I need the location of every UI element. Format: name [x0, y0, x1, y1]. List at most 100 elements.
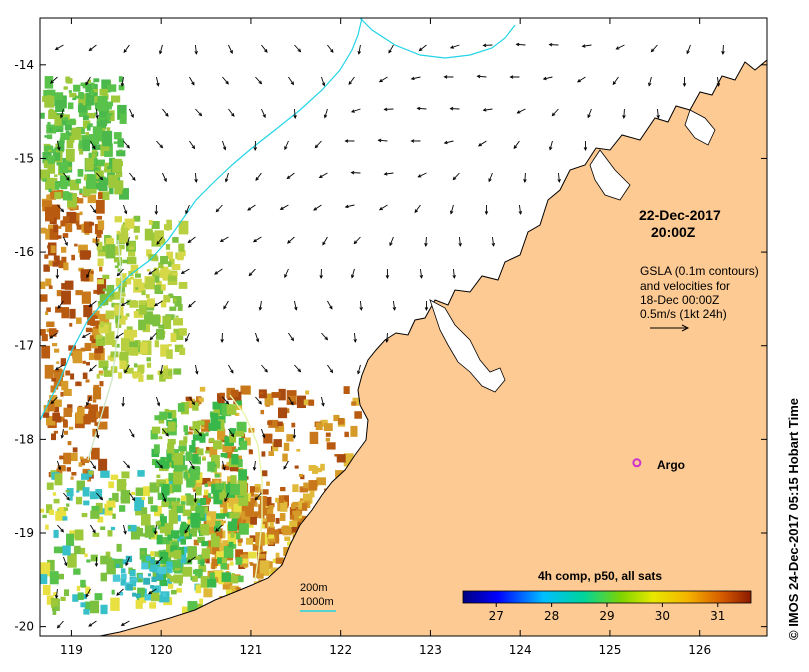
velocity-arrow-head — [622, 115, 626, 119]
sst-pixel — [273, 439, 282, 448]
sst-pixel — [42, 412, 50, 418]
velocity-arrow-head — [230, 433, 235, 438]
sst-pixel — [54, 174, 58, 178]
sst-pixel — [173, 574, 184, 584]
sst-pixel — [87, 194, 96, 204]
velocity-arrow — [324, 108, 328, 118]
sst-pixel — [138, 597, 147, 604]
sst-pixel — [169, 258, 175, 266]
sst-pixel — [76, 198, 84, 204]
sst-pixel — [195, 584, 202, 594]
sst-pixel — [99, 293, 109, 306]
sst-pixel — [143, 311, 153, 325]
velocity-arrow-head — [123, 49, 127, 54]
sst-pixel — [137, 364, 145, 373]
sst-pixel — [53, 606, 59, 610]
sst-pixel — [244, 437, 251, 446]
velocity-arrow-head — [85, 81, 89, 86]
sst-pixel — [206, 511, 217, 527]
sst-pixel — [159, 513, 165, 518]
sst-pixel — [50, 433, 57, 441]
sst-pixel — [110, 474, 119, 480]
velocity-arrow — [616, 44, 625, 50]
sst-pixel — [199, 598, 204, 605]
sst-pixel — [160, 301, 167, 308]
sst-pixel — [82, 360, 86, 364]
sst-pixel — [151, 576, 157, 583]
velocity-arrow — [587, 108, 592, 118]
velocity-arrow — [517, 108, 526, 114]
sst-pixel — [262, 496, 272, 509]
sst-pixel — [343, 386, 350, 394]
sst-pixel — [298, 516, 302, 519]
velocity-arrow-head — [215, 528, 219, 532]
sst-pixel — [65, 130, 70, 135]
sst-pixel — [66, 533, 75, 547]
sst-pixel — [77, 105, 87, 113]
sst-pixel — [99, 406, 109, 419]
sst-pixel — [72, 127, 82, 140]
colorbar-tick-label: 30 — [655, 609, 670, 623]
velocity-arrow-head — [125, 242, 130, 247]
sst-pixel — [134, 225, 140, 233]
sst-pixel — [107, 166, 111, 170]
sst-pixel — [235, 557, 243, 565]
sst-pixel — [83, 177, 88, 181]
sst-pixel — [128, 270, 134, 277]
velocity-arrow-head — [419, 274, 424, 279]
velocity-arrow — [63, 236, 68, 246]
sst-pixel — [44, 207, 55, 222]
sst-pixel — [130, 347, 139, 356]
sst-pixel — [66, 467, 71, 472]
sst-pixel — [178, 281, 188, 289]
sst-pixel — [252, 563, 262, 578]
sst-pixel — [167, 438, 176, 445]
y-tick-label: -14 — [14, 58, 34, 72]
sst-pixel — [60, 116, 69, 126]
velocity-arrow-head — [476, 74, 481, 79]
velocity-arrow-head — [410, 76, 415, 81]
velocity-arrow-head — [252, 466, 257, 471]
sst-pixel — [77, 169, 84, 177]
sst-pixel — [202, 456, 206, 459]
sst-pixel — [109, 296, 115, 300]
sst-pixel — [97, 192, 104, 200]
velocity-arrow — [686, 44, 691, 54]
sst-pixel — [270, 521, 274, 528]
sst-pixel — [220, 530, 226, 539]
sst-pixel — [170, 589, 177, 595]
sst-pixel — [53, 592, 58, 597]
sst-pixel — [59, 455, 64, 460]
velocity-arrow-head — [488, 178, 492, 183]
sst-pixel — [303, 399, 313, 406]
sst-pixel — [133, 278, 142, 293]
sst-pixel — [179, 328, 187, 336]
sst-pixel — [235, 532, 241, 540]
sst-pixel — [164, 522, 174, 537]
velocity-arrow — [345, 204, 355, 208]
x-tick-label: 119 — [60, 643, 83, 657]
sst-pixel — [123, 482, 127, 486]
sst-pixel — [214, 487, 223, 498]
sst-pixel — [203, 585, 208, 591]
y-tick-label: -17 — [14, 339, 34, 353]
sst-pixel — [57, 235, 62, 239]
sst-pixel — [173, 469, 183, 485]
sst-pixel — [59, 175, 70, 187]
sst-pixel — [126, 299, 132, 305]
sst-pixel — [129, 569, 136, 577]
velocity-arrow-head — [583, 147, 588, 151]
velocity-arrow — [86, 268, 91, 278]
sst-pixel — [130, 580, 137, 587]
sst-pixel — [183, 425, 188, 432]
sst-pixel — [159, 372, 166, 382]
land-mass — [99, 58, 768, 637]
sst-pixel — [115, 277, 122, 287]
sst-pixel — [251, 497, 257, 507]
velocity-arrow-head — [184, 529, 188, 534]
velocity-arrow — [327, 364, 333, 373]
velocity-arrow — [223, 300, 229, 309]
sst-pixel — [55, 105, 65, 113]
sst-pixel — [289, 525, 299, 534]
sst-pixel — [175, 315, 179, 318]
